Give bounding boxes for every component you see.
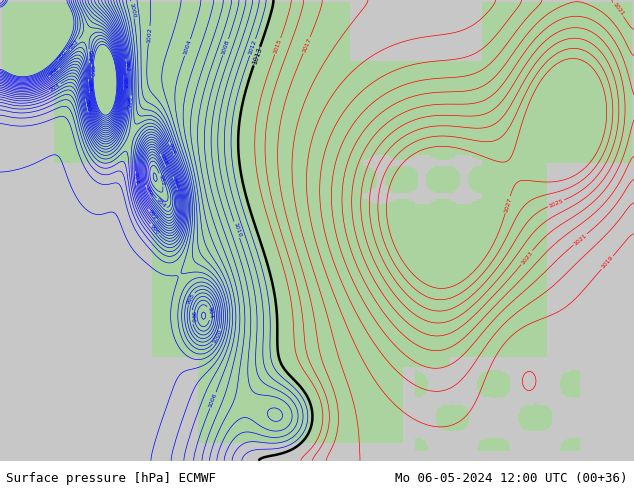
Text: 1021: 1021 <box>611 2 625 17</box>
Text: 996: 996 <box>149 223 160 236</box>
Text: 1000: 1000 <box>212 329 223 345</box>
Text: 990: 990 <box>171 177 179 190</box>
Text: 1017: 1017 <box>301 37 312 53</box>
Text: 1013: 1013 <box>251 47 262 66</box>
Text: 990: 990 <box>83 99 91 112</box>
Text: 994: 994 <box>133 172 139 185</box>
Text: 1006: 1006 <box>208 392 218 409</box>
Text: 994: 994 <box>48 82 61 93</box>
Text: 1002: 1002 <box>146 26 152 43</box>
Text: 984: 984 <box>155 197 167 209</box>
Text: 1004: 1004 <box>183 39 192 56</box>
Text: 1008: 1008 <box>221 39 231 55</box>
Text: 994: 994 <box>206 307 213 319</box>
Text: 980: 980 <box>56 49 68 61</box>
Text: 986: 986 <box>48 67 61 78</box>
Text: 992: 992 <box>147 209 158 221</box>
Text: 1023: 1023 <box>520 250 534 265</box>
Text: 984: 984 <box>86 80 92 92</box>
Text: 1021: 1021 <box>573 232 588 246</box>
Text: 1027: 1027 <box>503 196 512 213</box>
Text: 998: 998 <box>186 293 196 305</box>
Text: 1012: 1012 <box>248 39 257 55</box>
Text: 1019: 1019 <box>600 255 614 270</box>
Text: 998: 998 <box>167 142 176 155</box>
Text: 988: 988 <box>158 154 168 167</box>
Text: 982: 982 <box>68 38 80 51</box>
Text: 1010: 1010 <box>232 221 242 238</box>
Text: Mo 06-05-2024 12:00 UTC (00+36): Mo 06-05-2024 12:00 UTC (00+36) <box>395 472 628 485</box>
Text: 1000: 1000 <box>129 2 136 18</box>
Text: 980: 980 <box>89 65 94 77</box>
Text: Surface pressure [hPa] ECMWF: Surface pressure [hPa] ECMWF <box>6 472 216 485</box>
Text: 986: 986 <box>143 185 153 198</box>
Text: 1025: 1025 <box>548 198 564 209</box>
Text: 996: 996 <box>128 96 134 108</box>
Text: 992: 992 <box>124 60 129 72</box>
Text: 996: 996 <box>189 311 195 323</box>
Text: 1015: 1015 <box>273 38 283 54</box>
Text: 982: 982 <box>157 173 165 186</box>
Text: 988: 988 <box>122 76 127 88</box>
Text: 982: 982 <box>86 50 92 62</box>
